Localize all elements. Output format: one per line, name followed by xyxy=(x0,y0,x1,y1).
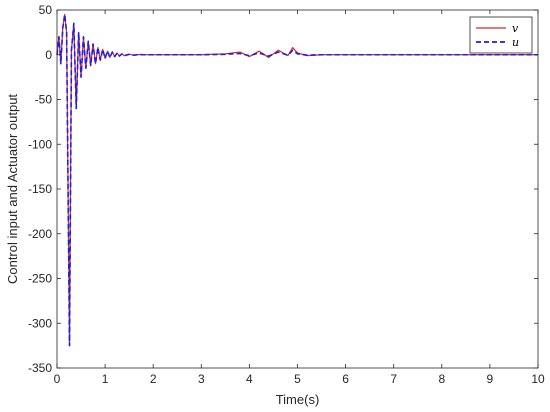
x-ticks: 0 1 2 3 4 5 6 7 8 9 10 xyxy=(54,10,545,386)
x-tick-label: 2 xyxy=(150,372,157,386)
y-tick-label: -100 xyxy=(28,137,52,151)
x-tick-label: 7 xyxy=(390,372,397,386)
y-tick-label: -200 xyxy=(28,227,52,241)
x-tick-label: 8 xyxy=(438,372,445,386)
legend-label-u: u xyxy=(512,36,519,49)
x-tick-label: 1 xyxy=(102,372,109,386)
x-tick-label: 3 xyxy=(198,372,205,386)
x-tick-label: 0 xyxy=(54,372,61,386)
x-tick-label: 10 xyxy=(531,372,545,386)
plot-area xyxy=(57,10,538,368)
series-line-u xyxy=(56,13,538,347)
y-tick-label: -250 xyxy=(28,272,52,286)
y-tick-label: -50 xyxy=(35,93,53,107)
y-tick-label: -350 xyxy=(28,361,52,375)
y-tick-label: -150 xyxy=(28,182,52,196)
x-tick-label: 9 xyxy=(487,372,494,386)
series-layer xyxy=(56,13,538,347)
legend-label-v: v xyxy=(512,22,519,35)
y-tick-label: -300 xyxy=(28,316,52,330)
legend: vu xyxy=(469,16,533,54)
y-tick-label: 0 xyxy=(45,48,52,62)
x-tick-label: 5 xyxy=(294,372,301,386)
y-axis-label: Control input and Actuator output xyxy=(5,94,20,284)
x-tick-label: 4 xyxy=(246,372,253,386)
x-tick-label: 6 xyxy=(342,372,349,386)
y-tick-label: 50 xyxy=(39,3,53,17)
legend-box xyxy=(469,16,533,54)
y-ticks: 50 0 -50 -100 -150 -200 -250 -300 -350 xyxy=(28,3,538,375)
x-axis-label: Time(s) xyxy=(276,392,320,407)
